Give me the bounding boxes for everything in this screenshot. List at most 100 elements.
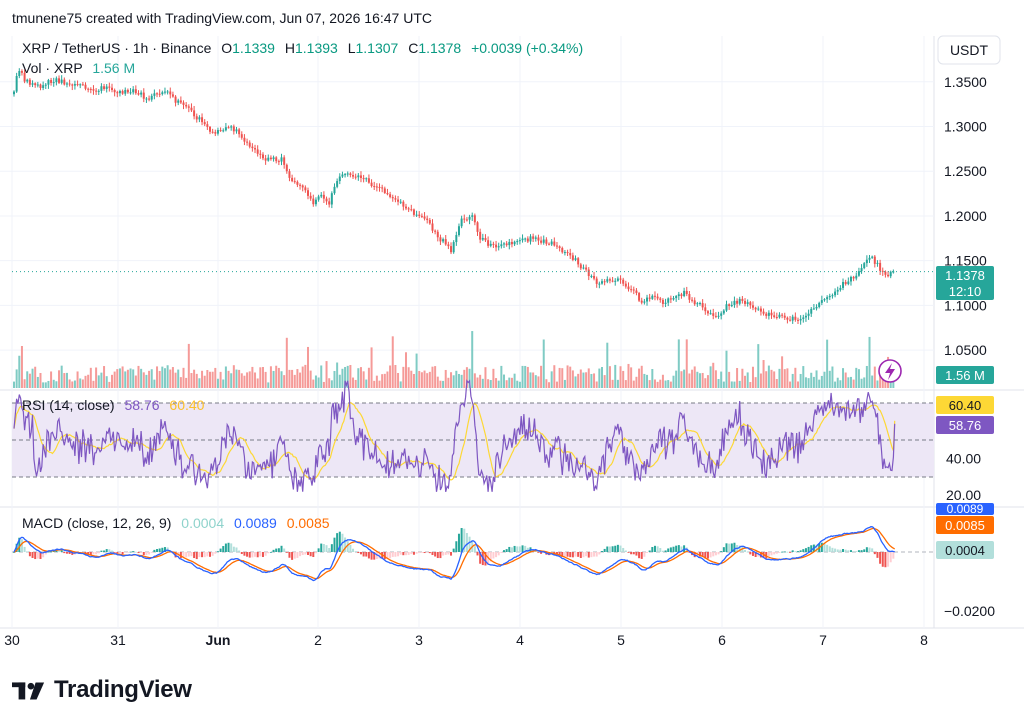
macd-hist-bar — [770, 552, 773, 556]
volume-bar — [622, 370, 625, 388]
macd-hist-bar — [367, 552, 370, 559]
last-price-value: 1.1378 — [945, 268, 985, 283]
macd-hist-bar — [92, 552, 95, 555]
macd-hist-bar — [450, 552, 453, 556]
volume-bar — [503, 374, 505, 388]
candle-body — [97, 90, 100, 92]
currency-button[interactable]: USDT — [937, 35, 1001, 65]
volume-legend[interactable]: Vol · XRP 1.56 M — [22, 60, 135, 76]
lightning-icon[interactable] — [878, 359, 902, 383]
volume-bar — [357, 368, 360, 388]
macd-hist-bar — [842, 548, 845, 552]
macd-hist-bar — [254, 552, 257, 557]
candle-body — [601, 281, 603, 284]
volume-bar — [121, 366, 124, 388]
macd-hist-bar — [524, 545, 527, 552]
macd-hist-bar — [457, 533, 460, 552]
volume-bar — [291, 369, 294, 388]
volume-bar — [683, 369, 686, 388]
macd-hist-bar — [418, 552, 421, 554]
volume-bar — [124, 371, 127, 388]
symbol-legend[interactable]: XRP / TetherUS · 1h · Binance O1.1339 H1… — [22, 40, 583, 56]
macd-hist-bar — [402, 552, 405, 556]
volume-bar — [412, 373, 415, 388]
macd-hist-bar — [577, 552, 580, 557]
macd-pane — [12, 526, 934, 582]
macd-hist-bar — [630, 552, 633, 555]
candle-body — [860, 268, 863, 272]
candle-body — [532, 236, 535, 239]
close-label: C — [408, 40, 418, 56]
macd-hist-bar — [590, 552, 593, 558]
candle-body — [31, 83, 34, 85]
macd-hist-bar — [526, 547, 529, 552]
candle-body — [314, 199, 317, 205]
candle-body — [354, 176, 357, 178]
candle-body — [47, 80, 50, 85]
volume-bar — [68, 379, 71, 388]
candle-body — [757, 308, 760, 310]
volume-bar — [190, 373, 193, 388]
volume-bar — [420, 372, 423, 388]
candle-body — [386, 193, 389, 195]
volume-bar — [113, 371, 116, 388]
candle-body — [132, 89, 135, 93]
volume-bar — [828, 370, 831, 388]
macd-hist-bar — [781, 551, 784, 553]
volume-histogram — [13, 331, 895, 388]
volume-bar — [672, 375, 675, 388]
candle-body — [378, 186, 381, 188]
macd-hist-bar — [150, 552, 153, 553]
volume-bar — [495, 378, 498, 388]
volume-bar — [749, 382, 752, 388]
candle-body — [791, 316, 794, 321]
candle-body — [500, 244, 503, 247]
volume-bar — [28, 373, 31, 388]
macd-hist-bar — [810, 545, 813, 552]
volume-bar — [423, 370, 426, 388]
macd-hist-bar — [712, 552, 715, 557]
macd-hist-bar — [447, 552, 450, 555]
candle-body — [468, 216, 471, 220]
macd-hist-bar — [751, 552, 754, 556]
candle-body — [849, 276, 852, 282]
volume-bar — [630, 367, 633, 388]
volume-bar — [92, 380, 95, 388]
candle-body — [362, 177, 365, 180]
candle-body — [852, 276, 855, 279]
candle-body — [304, 187, 307, 191]
macd-hist-bar — [495, 552, 498, 558]
macd-hist-bar — [706, 552, 709, 559]
macd-hist-bar — [407, 552, 410, 555]
macd-hist-bar — [794, 551, 797, 553]
volume-bar — [857, 369, 860, 388]
candle-body — [452, 242, 455, 253]
macd-signal-legend-value: 0.0085 — [287, 515, 330, 531]
candle-body — [423, 216, 426, 219]
volume-bar — [852, 379, 855, 388]
macd-hist-bar — [227, 542, 230, 552]
rsi-legend[interactable]: RSI (14, close) 58.76 60.40 — [22, 397, 205, 413]
macd-hist-bar — [669, 547, 672, 552]
macd-hist-bar — [778, 552, 781, 553]
candle-body — [129, 92, 132, 94]
time-axis[interactable]: 30 31 Jun 2 3 4 5 6 7 8 — [4, 632, 928, 648]
candle-body — [291, 177, 294, 182]
macd-legend[interactable]: MACD (close, 12, 26, 9) 0.0004 0.0089 0.… — [22, 515, 330, 531]
volume-bar — [243, 375, 246, 388]
volume-bar — [849, 376, 852, 388]
volume-bar — [823, 371, 826, 388]
volume-bar — [616, 379, 619, 388]
volume-bar — [415, 353, 418, 388]
macd-hist-bar — [593, 552, 596, 557]
volume-bar — [797, 381, 799, 388]
candle-body — [272, 157, 275, 160]
candle-body — [58, 78, 61, 83]
candle-body — [598, 283, 601, 285]
volume-bar — [362, 371, 365, 388]
macd-hist-bar — [693, 552, 696, 558]
macd-hist-bar — [873, 552, 876, 555]
macd-hist-bar — [521, 545, 524, 552]
tradingview-brand[interactable]: TradingView — [12, 676, 192, 704]
